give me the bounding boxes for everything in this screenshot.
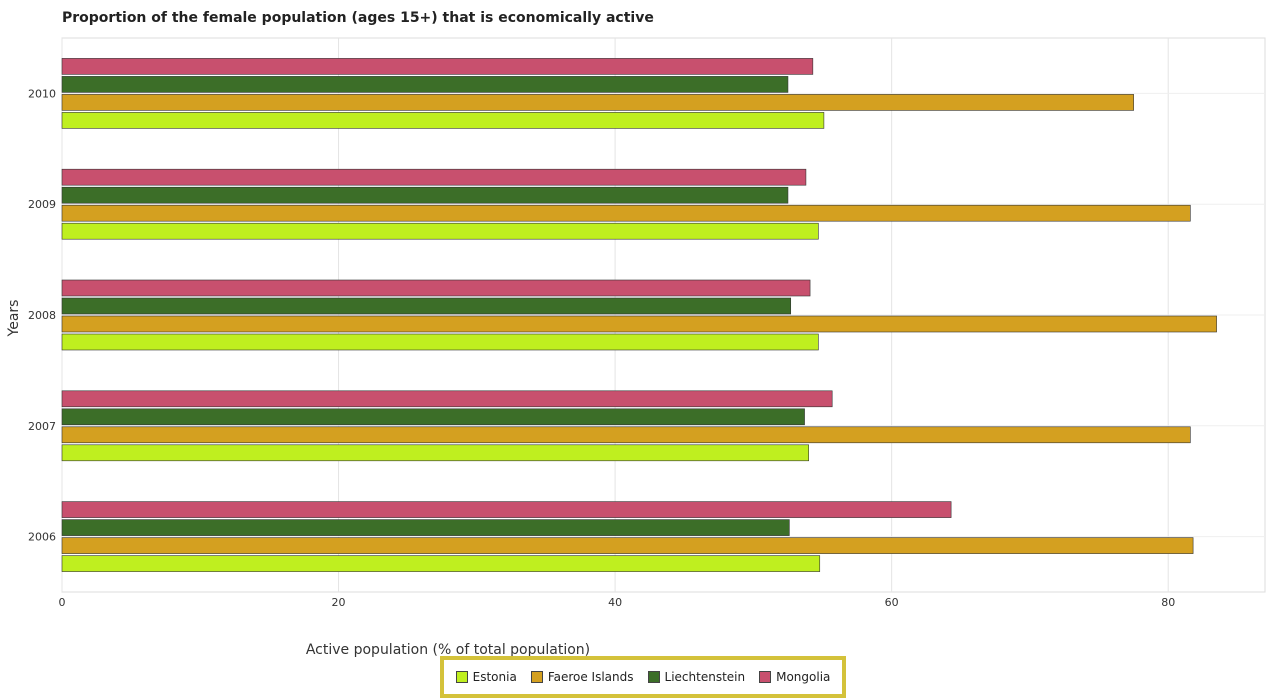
legend-swatch: [647, 671, 660, 683]
legend-item: Mongolia: [759, 670, 830, 684]
legend-swatch: [455, 671, 468, 683]
bar-faeroe-islands-2010: [61, 94, 1134, 111]
bar-faeroe-islands-2008: [61, 315, 1217, 333]
legend-item: Faeroe Islands: [530, 670, 634, 684]
legend-item: Liechtenstein: [647, 670, 746, 684]
x-tick-label: 80: [1161, 596, 1175, 609]
x-ticks: 0 20 40 60 80: [59, 596, 1176, 609]
chart-title: Proportion of the female population (age…: [62, 10, 654, 26]
bar-mongolia-2010: [61, 58, 814, 75]
y-tick-label: 2009: [28, 198, 56, 211]
x-axis-label: Active population (% of total population…: [306, 642, 590, 658]
bar-mongolia-2008: [61, 279, 811, 297]
x-tick-label: 20: [332, 596, 346, 609]
legend-label: Faeroe Islands: [547, 670, 634, 684]
grid: [61, 37, 1266, 593]
bar-liechtenstein-2007: [61, 408, 805, 426]
legend-label: Estonia: [472, 670, 517, 684]
bar-liechtenstein-2006: [61, 519, 790, 536]
bar-faeroe-islands-2006: [61, 537, 1194, 554]
x-tick-label: 0: [59, 596, 66, 609]
y-tick-label: 2008: [28, 309, 56, 322]
x-tick-label: 60: [885, 596, 899, 609]
legend: Estonia Faeroe Islands Liechtenstein Mongol…: [440, 656, 846, 698]
bar-estonia-2008: [61, 333, 819, 351]
y-tick-label: 2010: [28, 87, 56, 100]
bar-mongolia-2007: [61, 390, 833, 408]
legend-item: Estonia: [455, 670, 517, 684]
legend-swatch: [759, 671, 772, 683]
legend-label: Liechtenstein: [664, 670, 746, 684]
bar-estonia-2009: [61, 222, 819, 240]
bar-liechtenstein-2009: [61, 186, 789, 204]
bar-estonia-2006: [61, 555, 821, 572]
legend-swatch: [530, 671, 543, 683]
y-axis-label: Years: [6, 300, 22, 338]
y-tick-label: 2006: [28, 531, 56, 544]
bar-faeroe-islands-2007: [61, 426, 1191, 444]
y-tick-label: 2007: [28, 420, 56, 433]
x-tick-label: 40: [608, 596, 622, 609]
bar-estonia-2010: [61, 112, 825, 129]
bar-estonia-2007: [61, 444, 809, 462]
bar-liechtenstein-2010: [61, 76, 789, 93]
legend-label: Mongolia: [776, 670, 831, 684]
bar-mongolia-2009: [61, 168, 807, 186]
y-ticks: 2006 2007 2008 2009 2010: [28, 87, 56, 543]
bar-faeroe-islands-2009: [61, 204, 1191, 222]
bars: [61, 58, 1217, 572]
bar-liechtenstein-2008: [61, 297, 792, 315]
bar-mongolia-2006: [61, 501, 952, 518]
